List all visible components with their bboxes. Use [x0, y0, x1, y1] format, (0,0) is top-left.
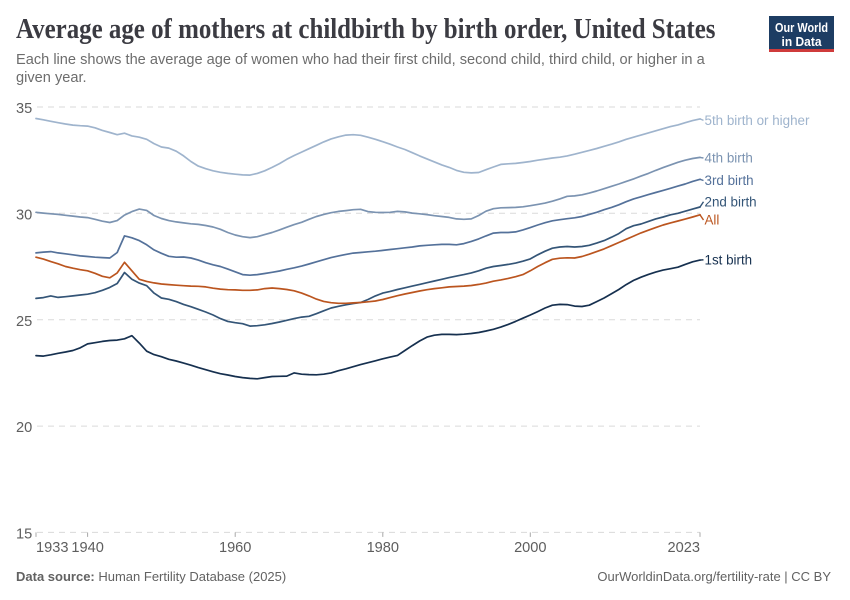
- svg-text:3rd birth: 3rd birth: [705, 173, 754, 188]
- svg-text:in Data: in Data: [782, 34, 823, 49]
- svg-text:15: 15: [16, 527, 32, 543]
- svg-text:4th birth: 4th birth: [705, 151, 753, 166]
- svg-text:2023: 2023: [668, 540, 700, 555]
- svg-text:2nd birth: 2nd birth: [705, 194, 757, 209]
- svg-text:Our World: Our World: [775, 20, 828, 35]
- svg-text:25: 25: [16, 314, 32, 330]
- svg-text:2000: 2000: [514, 540, 546, 555]
- svg-text:1933: 1933: [36, 540, 68, 555]
- svg-text:1st birth: 1st birth: [705, 252, 753, 267]
- svg-text:1960: 1960: [219, 540, 251, 555]
- svg-text:All: All: [705, 213, 720, 228]
- svg-text:20: 20: [16, 420, 32, 436]
- svg-text:5th birth or higher: 5th birth or higher: [705, 113, 810, 128]
- svg-text:35: 35: [16, 101, 32, 117]
- svg-text:1980: 1980: [367, 540, 399, 555]
- svg-text:1940: 1940: [71, 540, 103, 555]
- svg-text:30: 30: [16, 207, 32, 223]
